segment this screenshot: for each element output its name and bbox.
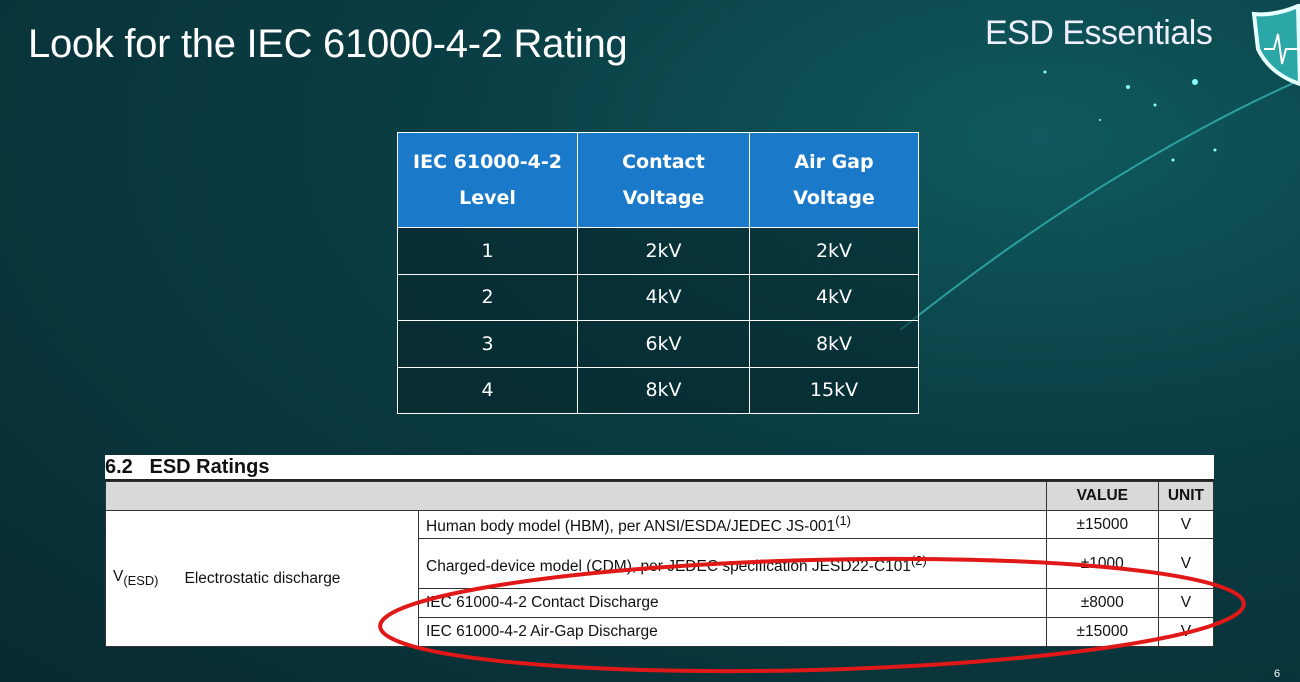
parameter-cell: Electrostatic discharge [177, 510, 419, 647]
header-airgap: Air Gap Voltage [749, 132, 919, 228]
table-row: V(ESD) Electrostatic discharge Human bod… [105, 510, 1215, 647]
cell: 4kV [749, 273, 919, 321]
cell: 6kV [577, 320, 750, 368]
shield-logo-icon [1251, 4, 1300, 87]
header-text: Level [459, 187, 516, 209]
cell: 8kV [577, 366, 750, 414]
cell: 4 [397, 366, 578, 414]
cell: 15kV [749, 366, 919, 414]
symbol-cell: V(ESD) [105, 510, 178, 647]
header-level: IEC 61000-4-2 Level [397, 132, 578, 228]
desc-cell: Charged-device model (CDM), per JEDEC sp… [418, 538, 1047, 589]
footnote-ref: (1) [835, 512, 851, 528]
slide-title: Look for the IEC 61000-4-2 Rating [28, 22, 628, 66]
header-text: Air Gap [794, 151, 874, 173]
cell: 1 [397, 227, 578, 275]
cell: 2kV [749, 227, 919, 275]
value-cell: ±1000 [1045, 538, 1159, 589]
desc-text: Charged-device model (CDM), per JEDEC sp… [426, 558, 911, 576]
cell: 2 [397, 273, 578, 321]
cell: 8kV [749, 320, 919, 368]
symbol: V [113, 568, 124, 586]
unit-cell: V [1157, 510, 1215, 539]
unit-cell: V [1157, 617, 1215, 647]
unit-cell: V [1157, 588, 1215, 618]
cell: 4kV [577, 273, 750, 321]
table-row: 4 8kV 15kV [397, 366, 919, 414]
table-row: 1 2kV 2kV [397, 227, 919, 275]
header-unit: UNIT [1157, 481, 1215, 511]
cell: 2kV [577, 227, 750, 275]
esd-ratings-table: VALUE UNIT V(ESD) Electrostatic discharge… [105, 481, 1215, 647]
header-blank [105, 481, 1047, 511]
brand-name: ESD Essentials [985, 14, 1213, 52]
desc-cell: IEC 61000-4-2 Contact Discharge [418, 588, 1047, 618]
header-text: IEC 61000-4-2 [413, 151, 562, 173]
header-contact: Contact Voltage [577, 132, 750, 228]
page-number: 6 [1274, 668, 1281, 680]
symbol-subscript: (ESD) [123, 573, 159, 589]
table-row: 3 6kV 8kV [397, 320, 919, 368]
table-row: 2 4kV 4kV [397, 273, 919, 321]
value-cell: ±8000 [1045, 588, 1159, 618]
desc-text: Human body model (HBM), per ANSI/ESDA/JE… [426, 518, 836, 536]
unit-cell: V [1157, 538, 1215, 589]
iec-levels-table: IEC 61000-4-2 Level Contact Voltage Air Ga… [397, 132, 919, 414]
esd-ratings-excerpt: 6.2 ESD Ratings VALUE UNIT V(ESD) Electro… [105, 455, 1215, 647]
header-text: Voltage [793, 187, 875, 209]
value-cell: ±15000 [1045, 510, 1159, 539]
header-text: Voltage [622, 187, 705, 209]
desc-cell: Human body model (HBM), per ANSI/ESDA/JE… [418, 510, 1047, 539]
value-cell: ±15000 [1045, 617, 1159, 647]
cell: 3 [397, 320, 578, 368]
header-text: Contact [622, 151, 705, 173]
esd-ratings-title: 6.2 ESD Ratings [105, 455, 1214, 481]
header-value: VALUE [1045, 481, 1159, 511]
desc-cell: IEC 61000-4-2 Air-Gap Discharge [418, 617, 1047, 647]
footnote-ref: (2) [911, 552, 927, 568]
